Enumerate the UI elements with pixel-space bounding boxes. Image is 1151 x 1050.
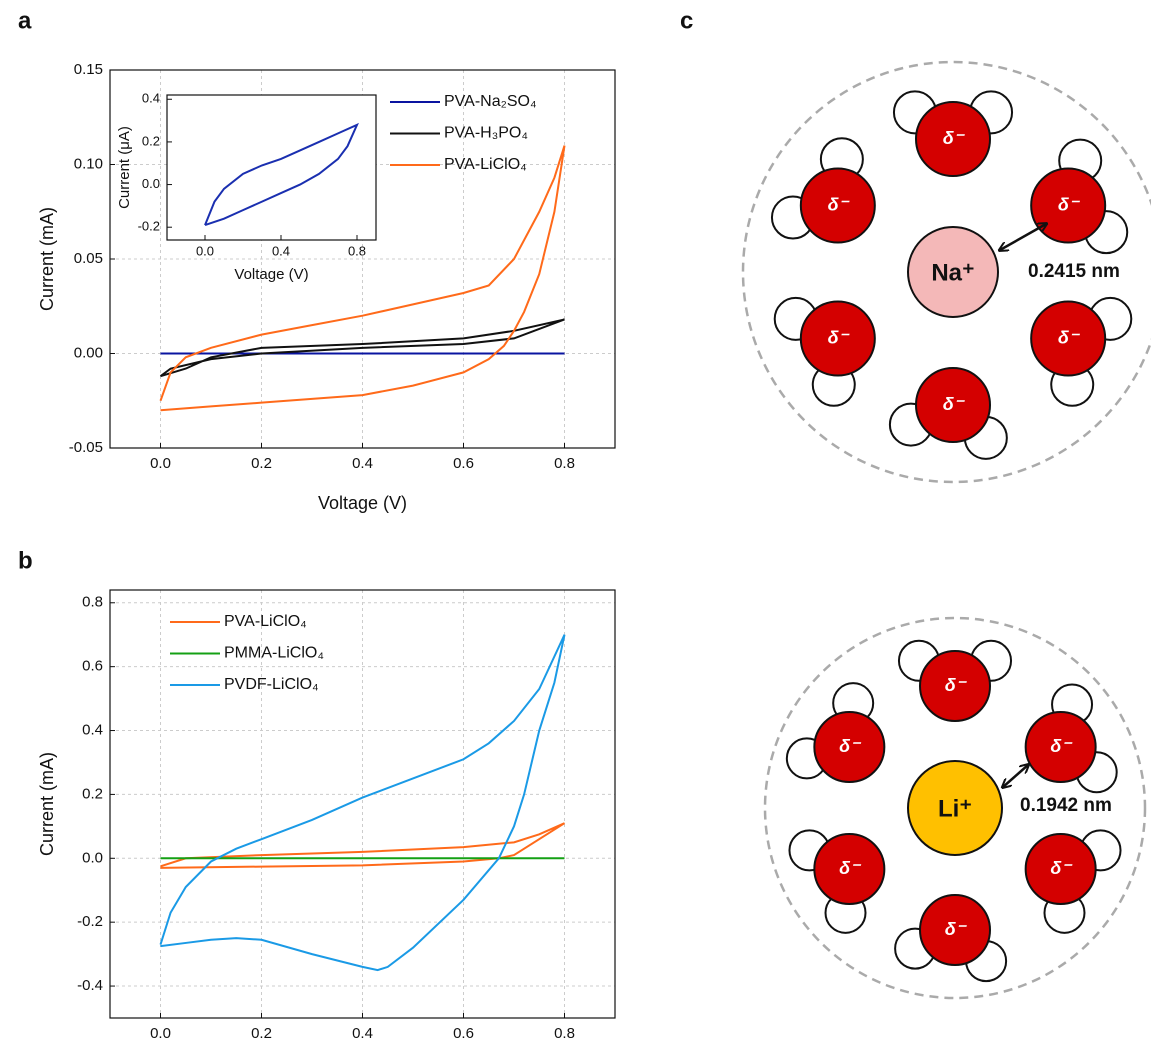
y-tick-label: -0.4 bbox=[77, 977, 103, 994]
x-tick-label: 0.4 bbox=[352, 1025, 373, 1042]
x-tick-label: 0.4 bbox=[272, 243, 290, 258]
y-axis-label: Current (μA) bbox=[116, 126, 133, 209]
panel-label: b bbox=[18, 547, 33, 574]
chart: -0.4-0.20.00.20.40.60.80.00.20.40.60.8Vo… bbox=[37, 590, 615, 1050]
legend-label: PVDF-LiClO₄ bbox=[224, 676, 319, 693]
y-tick-label: 0.0 bbox=[142, 176, 160, 191]
y-tick-label: -0.05 bbox=[69, 439, 103, 456]
distance-arrow bbox=[1000, 224, 1046, 250]
y-axis-label: Current (mA) bbox=[37, 752, 57, 856]
y-tick-label: 0.10 bbox=[74, 155, 103, 172]
x-tick-label: 0.2 bbox=[251, 455, 272, 472]
distance-label: 0.2415 nm bbox=[1028, 261, 1120, 282]
charge-label: δ⁻ bbox=[945, 675, 968, 695]
charge-label: δ⁻ bbox=[1050, 858, 1073, 878]
legend-label: PVA-Na₂SO₄ bbox=[444, 93, 536, 110]
plot-area bbox=[167, 95, 376, 240]
charge-label: δ⁻ bbox=[828, 327, 851, 347]
x-tick-label: 0.4 bbox=[352, 455, 373, 472]
x-axis-label: Voltage (V) bbox=[318, 493, 407, 513]
y-tick-label: 0.4 bbox=[82, 722, 103, 739]
x-tick-label: 0.8 bbox=[554, 1025, 575, 1042]
y-tick-label: 0.00 bbox=[74, 344, 103, 361]
distance-label: 0.1942 nm bbox=[1020, 795, 1112, 816]
y-tick-label: 0.2 bbox=[82, 785, 103, 802]
ion-label: Na⁺ bbox=[931, 259, 974, 286]
hydration-shell: δ⁻ δ⁻ δ⁻ δ⁻ δ⁻ δ⁻ Na⁺ 0.2415 nm bbox=[743, 62, 1151, 482]
legend-label: PMMA-LiClO₄ bbox=[224, 645, 324, 662]
y-tick-label: 0.4 bbox=[142, 91, 160, 106]
y-tick-label: 0.2 bbox=[142, 133, 160, 148]
legend-label: PVA-LiClO₄ bbox=[224, 613, 307, 630]
figure: a b c -0.05 0.00 0.05 0.10 0.15 0.0 0.2 0.4 0.6 0… bbox=[0, 0, 1151, 1050]
hydration-diagram: δ⁻ δ⁻ δ⁻ δ⁻ δ⁻ δ⁻ Na⁺ 0.2415 nm δ⁻ δ⁻ δ⁻ δ⁻ δ⁻ δ⁻ Li⁺ 0… bbox=[743, 62, 1151, 998]
panel-label: c bbox=[680, 7, 693, 34]
charge-label: δ⁻ bbox=[1058, 327, 1081, 347]
panel-label: a bbox=[18, 7, 32, 34]
y-tick-label: 0.6 bbox=[82, 658, 103, 675]
legend-label: PVA-LiClO₄ bbox=[444, 156, 527, 173]
charge-label: δ⁻ bbox=[828, 194, 851, 214]
charts: -0.05 0.00 0.05 0.10 0.15 0.0 0.2 0.4 0.6 0.8 Volt… bbox=[37, 61, 615, 1050]
x-tick-label: 0.0 bbox=[150, 1025, 171, 1042]
x-tick-label: 0.0 bbox=[196, 243, 214, 258]
charge-label: δ⁻ bbox=[1058, 194, 1081, 214]
charge-label: δ⁻ bbox=[943, 394, 966, 414]
y-tick-label: -0.2 bbox=[77, 913, 103, 930]
charge-label: δ⁻ bbox=[839, 858, 862, 878]
y-tick-label: -0.2 bbox=[138, 219, 160, 234]
distance-arrow bbox=[1003, 765, 1028, 787]
x-tick-label: 0.8 bbox=[554, 455, 575, 472]
y-tick-label: 0.05 bbox=[74, 250, 103, 267]
x-tick-label: 0.6 bbox=[453, 455, 474, 472]
x-tick-label: 0.6 bbox=[453, 1025, 474, 1042]
charge-label: δ⁻ bbox=[1050, 736, 1073, 756]
charge-label: δ⁻ bbox=[945, 919, 968, 939]
y-axis-label: Current (mA) bbox=[37, 207, 57, 311]
x-tick-label: 0.2 bbox=[251, 1025, 272, 1042]
y-tick-label: 0.15 bbox=[74, 61, 103, 78]
x-axis-label: Voltage (V) bbox=[234, 266, 308, 283]
charge-label: δ⁻ bbox=[943, 128, 966, 148]
x-tick-label: 0.0 bbox=[150, 455, 171, 472]
legend-label: PVA-H₃PO₄ bbox=[444, 125, 528, 142]
y-tick-label: 0.0 bbox=[82, 849, 103, 866]
x-tick-label: 0.8 bbox=[348, 243, 366, 258]
hydration-shell: δ⁻ δ⁻ δ⁻ δ⁻ δ⁻ δ⁻ Li⁺ 0.1942 nm bbox=[765, 618, 1145, 998]
charge-label: δ⁻ bbox=[839, 736, 862, 756]
y-tick-label: 0.8 bbox=[82, 594, 103, 611]
ion-label: Li⁺ bbox=[938, 795, 972, 822]
